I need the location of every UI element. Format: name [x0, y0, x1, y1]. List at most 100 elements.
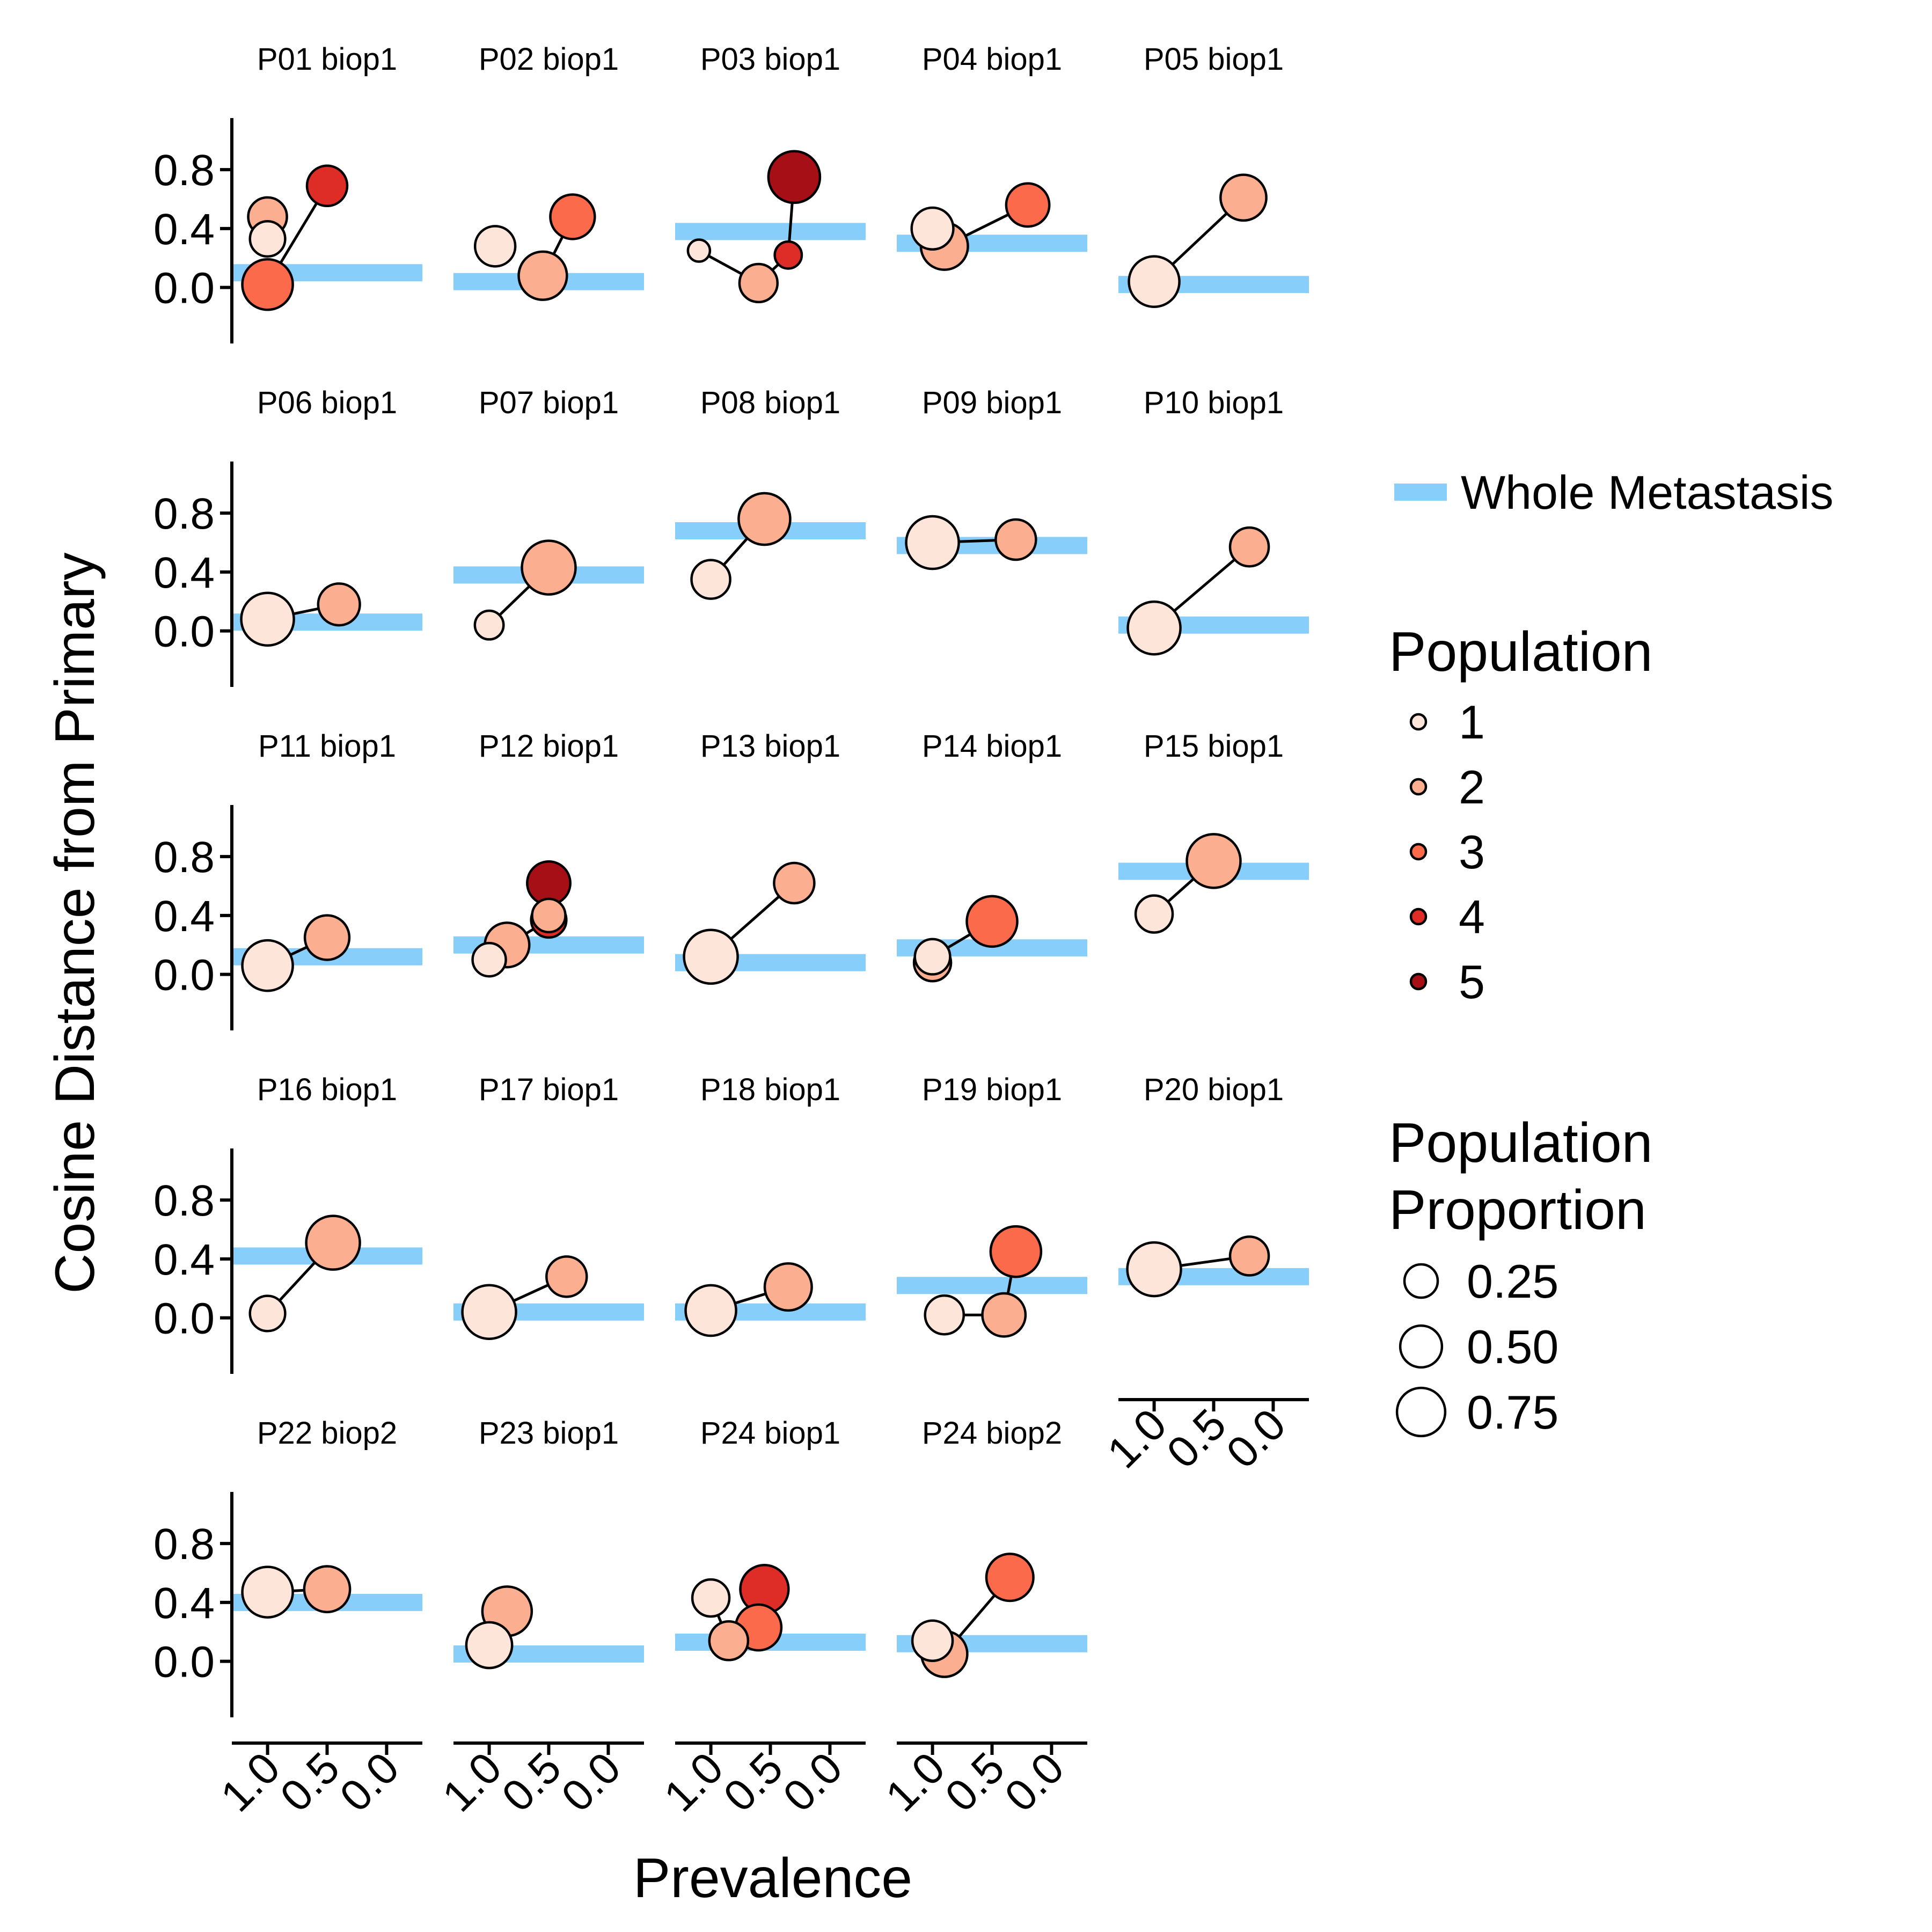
population-point [465, 1621, 514, 1670]
y-tick-label: 0.0 [153, 951, 215, 1000]
population-point [683, 928, 739, 985]
facet-panel: P15 biop1 [1118, 729, 1309, 934]
population-point [684, 1284, 737, 1337]
population-point [690, 559, 731, 600]
facet-title: P08 biop1 [700, 385, 840, 420]
legend-whole-metastasis: Whole Metastasis [1394, 466, 1833, 519]
population-point [241, 939, 294, 992]
facet-title: P06 biop1 [257, 385, 397, 420]
x-tick-label: 0.0 [774, 1743, 852, 1821]
population-point [1126, 1241, 1182, 1298]
facet-title: P22 biop2 [257, 1416, 397, 1451]
facet-panel: P12 biop1 [453, 729, 644, 978]
y-tick-label: 0.8 [153, 833, 215, 882]
facet-panel: P14 biop1 [897, 729, 1087, 983]
facet-title: P24 biop1 [700, 1416, 840, 1451]
facet-title: P11 biop1 [258, 729, 396, 764]
population-point [473, 609, 505, 641]
facet-panel: P18 biop1 [675, 1072, 866, 1337]
legend-proportion-key [1395, 1386, 1447, 1438]
facet-panel: P19 biop1 [897, 1072, 1087, 1338]
facet-title: P02 biop1 [479, 42, 619, 77]
x-tick-label: 0.0 [331, 1743, 408, 1821]
legend-proportion-label: 0.75 [1467, 1386, 1558, 1439]
facet-title: P23 biop1 [479, 1416, 619, 1451]
whole-metastasis-band [897, 1277, 1087, 1294]
population-point [763, 1262, 813, 1312]
legend-proportion-key [1399, 1324, 1444, 1369]
legend-proportion-items: 0.25 0.50 0.75 [1395, 1255, 1558, 1439]
facet-title: P05 biop1 [1144, 42, 1284, 77]
population-point [521, 539, 577, 596]
y-tick-label: 0.0 [153, 1638, 215, 1687]
legend-population-label: 4 [1459, 890, 1485, 943]
population-point [303, 1565, 352, 1614]
population-point [981, 1292, 1027, 1338]
facet-panel: P16 biop1 0.0 0.4 0.8 [153, 1072, 422, 1374]
population-point [1228, 1235, 1270, 1277]
population-point [545, 1255, 588, 1298]
facet-title: P03 biop1 [700, 42, 840, 77]
y-tick-label: 0.4 [153, 548, 215, 597]
population-point [241, 258, 294, 311]
population-point [1219, 173, 1268, 222]
legend: Whole Metastasis Population 1 2 3 4 5 Popula… [1389, 466, 1833, 1439]
facet-title: P09 biop1 [922, 385, 1062, 420]
population-point [471, 941, 507, 978]
facet-panel: P13 biop1 [675, 729, 866, 985]
facet-title: P04 biop1 [922, 42, 1062, 77]
legend-proportion-label: 0.50 [1467, 1320, 1558, 1373]
facet-title: P19 biop1 [922, 1072, 1062, 1107]
population-point [1005, 182, 1051, 228]
legend-population-items: 1 2 3 4 5 [1409, 696, 1485, 1008]
facet-panel: P02 biop1 [453, 42, 644, 301]
population-point [905, 515, 960, 570]
population-point [248, 220, 287, 258]
population-point [531, 897, 567, 934]
legend-proportion-key [1403, 1263, 1439, 1299]
population-point [1185, 833, 1242, 889]
whole-metastasis-band [675, 223, 866, 240]
facet-panel: P07 biop1 [453, 385, 644, 641]
facet-panel: P03 biop1 [675, 42, 866, 304]
population-point [317, 582, 361, 627]
x-tick-label: 0.0 [552, 1743, 630, 1821]
population-point [549, 193, 596, 240]
legend-whole-metastasis-swatch [1394, 484, 1447, 501]
legend-whole-metastasis-label: Whole Metastasis [1461, 466, 1833, 519]
facet-title: P12 biop1 [479, 729, 619, 764]
legend-population-label: 5 [1459, 955, 1485, 1008]
facet-panel: P01 biop1 0.0 0.4 0.8 [153, 42, 422, 343]
population-point [994, 518, 1037, 561]
y-tick-label: 0.8 [153, 146, 215, 195]
population-point [248, 1294, 287, 1333]
y-tick-label: 0.4 [153, 892, 215, 941]
population-point [773, 240, 803, 270]
legend-proportion-title-line1: Population [1389, 1112, 1653, 1174]
legend-population-label: 3 [1459, 825, 1485, 879]
legend-population-key [1409, 843, 1428, 861]
facet-title: P07 biop1 [479, 385, 619, 420]
legend-population-key [1409, 908, 1428, 926]
population-point [1228, 526, 1270, 568]
legend-population-key [1409, 778, 1428, 796]
facet-panel: P17 biop1 [453, 1072, 644, 1340]
x-tick-label: 0.0 [1217, 1400, 1295, 1477]
population-point [473, 225, 517, 268]
facet-title: P10 biop1 [1144, 385, 1284, 420]
population-point [1128, 255, 1181, 308]
legend-population-label: 2 [1459, 760, 1485, 814]
y-tick-label: 0.8 [153, 489, 215, 538]
population-point [767, 150, 822, 204]
facet-title: P16 biop1 [257, 1072, 397, 1107]
population-point [691, 1578, 731, 1618]
legend-proportion-title-line2: Proportion [1389, 1179, 1646, 1241]
legend-population-key [1409, 713, 1428, 731]
y-tick-label: 0.8 [153, 1176, 215, 1225]
facet-panel: P10 biop1 [1118, 385, 1309, 656]
population-point [461, 1284, 517, 1340]
y-tick-label: 0.0 [153, 264, 215, 313]
population-point [985, 1553, 1035, 1602]
